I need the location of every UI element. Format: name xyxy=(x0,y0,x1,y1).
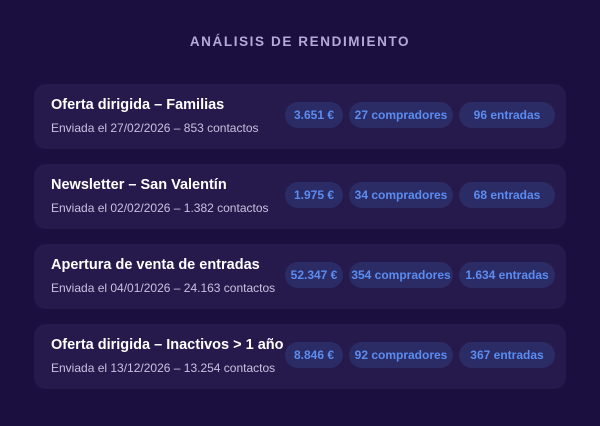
entries-badge: 1.634 entradas xyxy=(459,262,555,288)
campaign-name: Apertura de venta de entradas xyxy=(51,257,260,273)
entries-badge: 68 entradas xyxy=(459,182,555,208)
buyers-badge: 27 compradores xyxy=(349,102,453,128)
revenue-badge: 52.347 € xyxy=(285,262,343,288)
buyers-badge: 92 compradores xyxy=(349,342,453,368)
campaign-name: Oferta dirigida – Inactivos > 1 año xyxy=(51,337,284,353)
campaign-card[interactable]: Apertura de venta de entradas Enviada el… xyxy=(34,244,566,309)
campaign-metrics: 1.975 € 34 compradores 68 entradas xyxy=(285,182,555,208)
entries-badge: 367 entradas xyxy=(459,342,555,368)
campaign-meta: Enviada el 02/02/2026 – 1.382 contactos xyxy=(51,201,269,215)
entries-badge: 96 entradas xyxy=(459,102,555,128)
campaign-card[interactable]: Oferta dirigida – Familias Enviada el 27… xyxy=(34,84,566,149)
revenue-badge: 1.975 € xyxy=(285,182,343,208)
campaign-metrics: 52.347 € 354 compradores 1.634 entradas xyxy=(285,262,555,288)
campaign-name: Oferta dirigida – Familias xyxy=(51,97,225,113)
campaign-meta: Enviada el 13/12/2026 – 13.254 contactos xyxy=(51,361,276,375)
buyers-badge: 34 compradores xyxy=(349,182,453,208)
campaign-name: Newsletter – San Valentín xyxy=(51,177,227,193)
campaign-meta: Enviada el 04/01/2026 – 24.163 contactos xyxy=(51,281,276,295)
campaign-card[interactable]: Oferta dirigida – Inactivos > 1 año Envi… xyxy=(34,324,566,389)
page-title: ANÁLISIS DE RENDIMIENTO xyxy=(189,34,411,49)
campaign-metrics: 3.651 € 27 compradores 96 entradas xyxy=(285,102,555,128)
campaign-meta: Enviada el 27/02/2026 – 853 contactos xyxy=(51,121,259,135)
campaign-metrics: 8.846 € 92 compradores 367 entradas xyxy=(285,342,555,368)
buyers-badge: 354 compradores xyxy=(349,262,453,288)
revenue-badge: 8.846 € xyxy=(285,342,343,368)
campaign-card[interactable]: Newsletter – San Valentín Enviada el 02/… xyxy=(34,164,566,229)
revenue-badge: 3.651 € xyxy=(285,102,343,128)
